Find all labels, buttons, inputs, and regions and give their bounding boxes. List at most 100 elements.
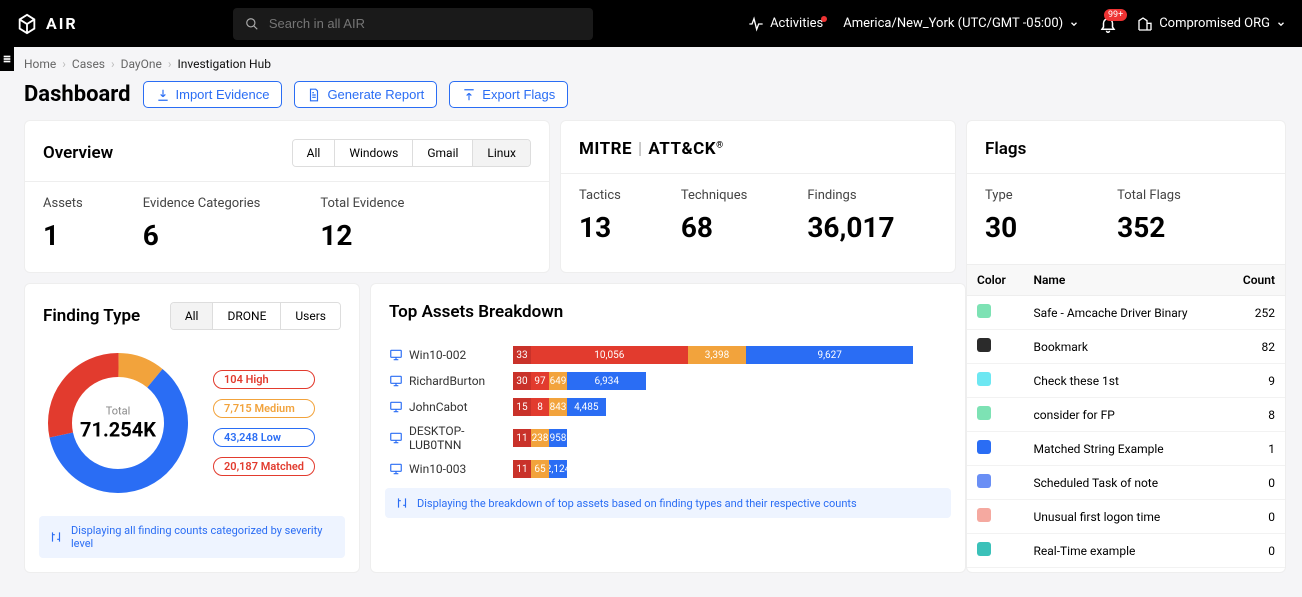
tab-linux[interactable]: Linux: [473, 140, 530, 166]
bar-segment[interactable]: 9,627: [746, 346, 913, 364]
asset-row[interactable]: DESKTOP-LUB0TNN11238958: [371, 420, 965, 456]
table-header-cell[interactable]: Color: [967, 265, 1024, 296]
bar-segment[interactable]: 4,485: [567, 398, 606, 416]
breadcrumb-item[interactable]: Cases: [72, 57, 105, 71]
flag-name: Check these 1st: [1024, 364, 1225, 398]
top-assets-title: Top Assets Breakdown: [389, 302, 947, 322]
bar-segment[interactable]: 65: [531, 460, 549, 478]
generate-report-button[interactable]: Generate Report: [294, 81, 437, 108]
asset-row[interactable]: Win10-0023310,0563,3989,627: [371, 342, 965, 368]
bar-segment[interactable]: 33: [513, 346, 531, 364]
table-row[interactable]: Scheduled Task of note0: [967, 466, 1285, 500]
search-icon: [245, 17, 259, 31]
kpi-label: Assets: [43, 196, 83, 211]
finding-info-text: Displaying all finding counts categorize…: [71, 524, 335, 550]
bar-segment[interactable]: 11: [513, 460, 531, 478]
notifications-button[interactable]: 99+: [1099, 15, 1117, 33]
legend-chip[interactable]: 43,248 Low: [213, 428, 315, 447]
mitre-brand-a: MITRE: [579, 139, 632, 159]
flag-name: consider for FP: [1024, 398, 1225, 432]
table-row[interactable]: Unusual first logon time0: [967, 500, 1285, 534]
bar-segment[interactable]: 30: [513, 372, 531, 390]
bar-segment[interactable]: 3,398: [688, 346, 747, 364]
flag-name: Safe - Amcache Driver Binary: [1024, 296, 1225, 330]
activity-icon: [748, 16, 764, 32]
finding-legend: 104 High 7,715 Medium 43,248 Low 20,187 Mat…: [213, 370, 315, 476]
page-header: Dashboard Import Evidence Generate Repor…: [0, 81, 1302, 120]
table-row[interactable]: Real-Time example0: [967, 534, 1285, 568]
flag-name: Unusual first logon time: [1024, 500, 1225, 534]
mitre-logo: MITRE | ATT&CK®: [579, 139, 937, 159]
table-row[interactable]: Bookmark82: [967, 330, 1285, 364]
bar-segment[interactable]: 8: [531, 398, 549, 416]
legend-chip[interactable]: 104 High: [213, 370, 315, 389]
import-evidence-label: Import Evidence: [176, 87, 270, 102]
activities-button[interactable]: Activities: [748, 16, 823, 32]
flag-count: 82: [1225, 330, 1285, 364]
search-input[interactable]: [269, 16, 581, 31]
flag-count: 8: [1225, 398, 1285, 432]
timezone-label: America/New_York (UTC/GMT -05:00): [843, 16, 1063, 31]
tab-gmail[interactable]: Gmail: [413, 140, 473, 166]
finding-info-bar[interactable]: Displaying all finding counts categorize…: [39, 516, 345, 558]
bar-segment[interactable]: 6,934: [567, 372, 646, 390]
table-header-cell[interactable]: Name: [1024, 265, 1225, 296]
flag-count: 9: [1225, 364, 1285, 398]
bar-segment[interactable]: 238: [531, 429, 549, 447]
tab-drone[interactable]: DRONE: [213, 303, 281, 329]
table-row[interactable]: consider for FP8: [967, 398, 1285, 432]
assets-info-bar[interactable]: Displaying the breakdown of top assets b…: [385, 488, 951, 518]
flag-count: 0: [1225, 534, 1285, 568]
bar-segment[interactable]: 15: [513, 398, 531, 416]
bar-segment[interactable]: 2,124: [549, 460, 567, 478]
bar-segment[interactable]: 649: [549, 372, 567, 390]
global-search[interactable]: [233, 8, 593, 40]
table-header-cell[interactable]: Count: [1225, 265, 1285, 296]
asset-bar: 3310,0563,3989,627: [513, 346, 947, 364]
color-swatch: [977, 338, 991, 352]
overview-panel: Overview AllWindowsGmailLinux Assets1Evi…: [24, 120, 550, 273]
legend-chip[interactable]: 20,187 Matched: [213, 457, 315, 476]
bar-segment[interactable]: 11: [513, 429, 531, 447]
org-label: Compromised ORG: [1159, 16, 1270, 31]
upload-icon: [462, 88, 476, 102]
bar-segment[interactable]: 97: [531, 372, 549, 390]
logo-icon: [16, 13, 38, 35]
top-assets-panel: Top Assets Breakdown Win10-0023310,0563,…: [370, 283, 966, 573]
flag-count: 0: [1225, 500, 1285, 534]
export-flags-label: Export Flags: [482, 87, 555, 102]
table-row[interactable]: Matched String Example1: [967, 432, 1285, 466]
finding-donut-chart: Total 71.254K: [43, 348, 193, 498]
bar-segment[interactable]: 958: [549, 429, 567, 447]
finding-type-title: Finding Type: [43, 306, 140, 326]
chevron-right-icon: ›: [168, 57, 172, 71]
import-evidence-button[interactable]: Import Evidence: [143, 81, 283, 108]
table-row[interactable]: Check these 1st9: [967, 364, 1285, 398]
kpi-item: Total Evidence12: [320, 196, 404, 252]
topbar-right: Activities America/New_York (UTC/GMT -05…: [748, 15, 1286, 33]
org-select[interactable]: Compromised ORG: [1137, 16, 1286, 32]
legend-chip[interactable]: 7,715 Medium: [213, 399, 315, 418]
flag-name: Bookmark: [1024, 330, 1225, 364]
tab-users[interactable]: Users: [281, 303, 340, 329]
breadcrumb-item[interactable]: DayOne: [121, 57, 162, 71]
breadcrumb-item[interactable]: Home: [24, 57, 56, 71]
sidebar-toggle[interactable]: [0, 47, 14, 71]
bar-segment[interactable]: 10,056: [531, 346, 688, 364]
table-row[interactable]: Safe - Amcache Driver Binary252: [967, 296, 1285, 330]
bar-segment[interactable]: 843: [549, 398, 567, 416]
asset-row[interactable]: RichardBurton30976496,934: [371, 368, 965, 394]
tab-windows[interactable]: Windows: [335, 140, 413, 166]
asset-row[interactable]: Win10-00311652,124: [371, 456, 965, 482]
flags-title: Flags: [985, 139, 1267, 159]
export-flags-button[interactable]: Export Flags: [449, 81, 568, 108]
tab-all[interactable]: All: [293, 140, 336, 166]
timezone-select[interactable]: America/New_York (UTC/GMT -05:00): [843, 16, 1079, 31]
monitor-icon: [389, 431, 403, 445]
color-swatch: [977, 542, 991, 556]
flag-count: 252: [1225, 296, 1285, 330]
brand-logo[interactable]: AIR: [16, 13, 78, 35]
asset-row[interactable]: JohnCabot1588434,485: [371, 394, 965, 420]
donut-slice[interactable]: [119, 365, 155, 378]
tab-all[interactable]: All: [171, 303, 214, 329]
